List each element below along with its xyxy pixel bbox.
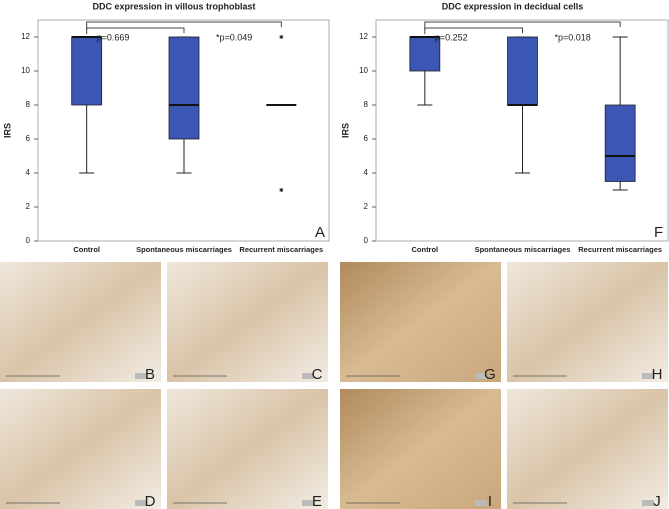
- panel-label: A: [315, 224, 325, 241]
- micrograph: [507, 262, 668, 382]
- bracket: [424, 21, 621, 30]
- box: [71, 36, 103, 106]
- scale-box: [135, 500, 147, 506]
- x-tick-label: Recurrent miscarriages: [239, 245, 323, 254]
- x-tick-label: Control: [73, 245, 100, 254]
- scale-box: [642, 500, 654, 506]
- y-axis-label: IRS: [340, 123, 350, 138]
- panel-label: J: [653, 493, 661, 509]
- scale-box: [135, 373, 147, 379]
- scale-box: [302, 373, 314, 379]
- y-tick-label: 10: [21, 66, 30, 75]
- y-tick-label: 12: [359, 32, 368, 41]
- panel-label: E: [312, 493, 322, 509]
- bracket: [424, 27, 523, 34]
- plot-frame: [37, 19, 330, 242]
- y-tick-label: 0: [364, 236, 369, 245]
- annotation: p=0.252: [435, 32, 468, 42]
- x-tick-label: Spontaneous miscarriages: [475, 245, 571, 254]
- micrograph: [0, 389, 161, 509]
- y-tick-label: 12: [21, 32, 30, 41]
- y-tick-label: 4: [364, 168, 369, 177]
- panel-label: F: [654, 224, 663, 241]
- micrograph: [167, 262, 328, 382]
- x-tick-label: Spontaneous miscarriages: [136, 245, 232, 254]
- outlier: [279, 188, 284, 192]
- panel-label: H: [652, 366, 663, 383]
- panel-label: D: [145, 493, 156, 509]
- scale-box: [475, 373, 487, 379]
- micrograph: [0, 262, 161, 382]
- y-tick-label: 4: [26, 168, 31, 177]
- micrograph: [340, 389, 501, 509]
- annotation: p=0.669: [97, 32, 130, 42]
- y-tick-label: 8: [26, 100, 31, 109]
- y-tick-label: 0: [26, 236, 31, 245]
- scale-box: [642, 373, 654, 379]
- y-axis-label: IRS: [2, 123, 12, 138]
- box: [168, 36, 200, 140]
- bracket: [86, 27, 185, 34]
- bracket: [86, 21, 282, 30]
- x-tick-label: Control: [411, 245, 438, 254]
- scale-box: [475, 500, 487, 506]
- y-tick-label: 8: [364, 100, 369, 109]
- scale-box: [302, 500, 314, 506]
- x-tick-label: Recurrent miscarriages: [578, 245, 662, 254]
- y-tick-label: 2: [26, 202, 31, 211]
- micrograph: [167, 389, 328, 509]
- micrograph: [507, 389, 668, 509]
- plot-frame: [375, 19, 669, 242]
- box: [604, 104, 636, 182]
- y-tick-label: 10: [359, 66, 368, 75]
- y-tick-label: 6: [26, 134, 31, 143]
- chart-title: DDC expression in villous trophoblast: [92, 1, 255, 11]
- panel-label: G: [484, 366, 496, 383]
- y-tick-label: 2: [364, 202, 369, 211]
- outlier: [279, 35, 284, 39]
- chart-title: DDC expression in decidual cells: [442, 1, 584, 11]
- panel-label: C: [312, 366, 323, 383]
- micrograph: [340, 262, 501, 382]
- box: [507, 36, 538, 106]
- annotation: *p=0.018: [555, 32, 591, 42]
- annotation: *p=0.049: [216, 32, 252, 42]
- panel-label: B: [145, 366, 155, 383]
- panel-label: I: [488, 493, 492, 509]
- y-tick-label: 6: [364, 134, 369, 143]
